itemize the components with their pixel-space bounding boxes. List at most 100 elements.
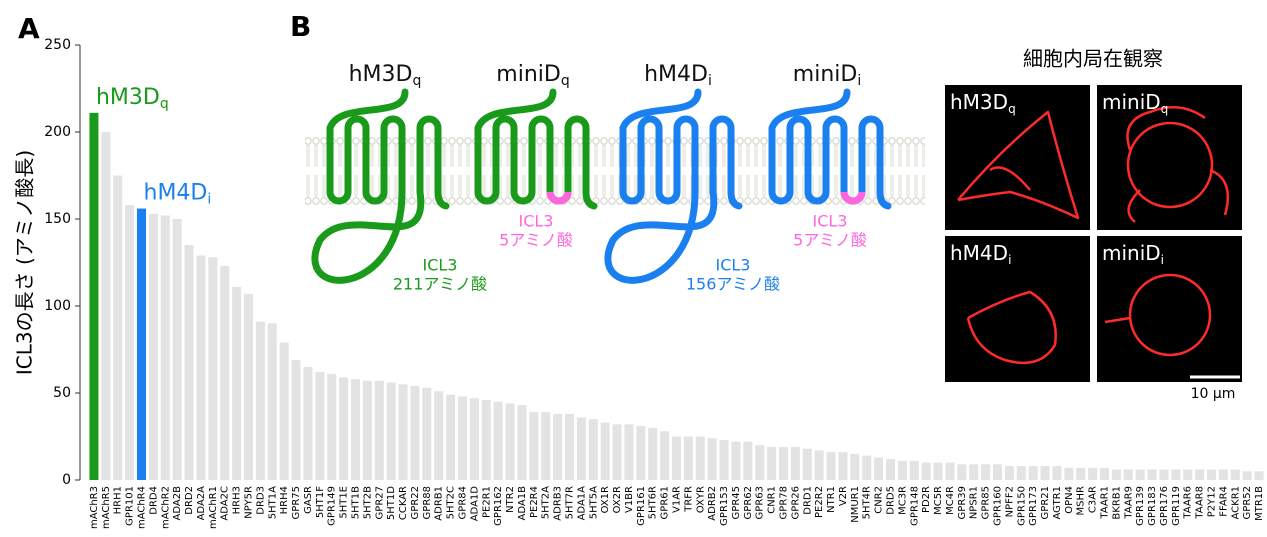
- receptor-name: hM4Di: [644, 62, 712, 89]
- micro-title: 細胞内局在観察: [1023, 47, 1163, 71]
- bar: [838, 452, 847, 480]
- x-tick-label: PE2R1: [481, 486, 492, 518]
- x-tick-label: MSHR: [1076, 486, 1087, 515]
- bar: [1100, 468, 1109, 480]
- x-tick-label: GPR183: [1147, 486, 1158, 526]
- bar-annotation-sub: i: [207, 192, 211, 208]
- bar: [589, 419, 598, 480]
- bar: [494, 402, 503, 480]
- x-tick-label: MC3R: [897, 486, 908, 515]
- bar: [1088, 468, 1097, 480]
- bar: [601, 423, 610, 480]
- x-tick-label: GPR27: [374, 486, 385, 519]
- bar: [113, 176, 122, 481]
- bar: [553, 414, 562, 480]
- x-tick-label: BKRB1: [1111, 486, 1122, 520]
- y-tick-label: 0: [62, 472, 71, 488]
- figure: A B 050100150200250ICL3の長さ (アミノ酸長)mAChR3…: [0, 0, 1267, 533]
- bar: [660, 431, 669, 480]
- bar: [268, 323, 277, 480]
- x-tick-label: 5HT6R: [648, 486, 659, 519]
- x-tick-label: 5HT1F: [315, 486, 326, 518]
- x-tick-label: CNR2: [874, 486, 885, 514]
- bar: [137, 209, 146, 480]
- bar: [315, 372, 324, 480]
- x-tick-label: GPR22: [410, 486, 421, 519]
- x-tick-label: GPR160: [993, 486, 1004, 526]
- bar: [577, 417, 586, 480]
- icl3-label: ICL3: [813, 212, 848, 231]
- x-tick-label: ADA2C: [220, 486, 231, 521]
- micro-label-sub: i: [1161, 253, 1164, 267]
- y-tick-label: 150: [44, 211, 71, 227]
- bar: [743, 442, 752, 480]
- x-tick-label: DRD3: [255, 486, 266, 515]
- x-tick-label: MTR1B: [1254, 486, 1265, 521]
- x-tick-label: TAAR6: [1183, 486, 1194, 520]
- bar: [684, 437, 693, 481]
- bar: [815, 450, 824, 480]
- x-tick-label: NTR1: [826, 486, 837, 513]
- x-tick-label: GPR52: [1242, 486, 1253, 519]
- icl3-length: 156アミノ酸: [686, 275, 780, 294]
- receptor-name: hM3Dq: [349, 62, 422, 89]
- bar: [482, 400, 491, 480]
- x-tick-label: 5HT1D: [386, 486, 397, 520]
- x-tick-label: GPR61: [660, 486, 671, 519]
- icl3-length: 5アミノ酸: [793, 231, 867, 250]
- x-tick-label: 5HT1A: [267, 486, 278, 519]
- x-tick-label: CCKAR: [398, 486, 409, 520]
- x-tick-label: 5HT5A: [588, 486, 599, 519]
- bar: [565, 414, 574, 480]
- scale-bar-label: 10 µm: [1191, 386, 1236, 402]
- bar: [1064, 468, 1073, 480]
- y-tick-label: 200: [44, 124, 71, 140]
- x-tick-label: mAChR3: [89, 486, 100, 529]
- bar: [517, 405, 526, 480]
- bar: [256, 322, 265, 480]
- bar: [696, 437, 705, 481]
- micro-label: hM4Di: [950, 241, 1011, 267]
- bar: [1207, 470, 1216, 480]
- x-tick-label: FFAR4: [1218, 486, 1229, 517]
- bar: [1231, 470, 1240, 480]
- bar: [755, 445, 764, 480]
- receptor-name: miniDi: [793, 62, 861, 89]
- bar: [898, 461, 907, 480]
- x-tick-label: C3AR: [1088, 486, 1099, 513]
- x-tick-label: V1AR: [672, 486, 683, 513]
- bar-annotation: hM3Dq: [96, 85, 169, 112]
- bar: [529, 412, 538, 480]
- bar: [244, 294, 253, 480]
- receptor-name-main: hM4D: [644, 62, 708, 87]
- bar: [1136, 470, 1145, 480]
- bar: [720, 440, 729, 480]
- bar: [470, 398, 479, 480]
- x-tick-label: mAChR2: [160, 486, 171, 529]
- x-tick-label: NMUR1: [850, 486, 861, 523]
- x-tick-label: V1BR: [624, 486, 635, 513]
- x-tick-label: DRD4: [148, 486, 159, 515]
- x-tick-label: GPR45: [731, 486, 742, 519]
- bar: [922, 463, 931, 480]
- x-tick-label: PE2R4: [529, 486, 540, 518]
- x-tick-label: HRH4: [279, 486, 290, 514]
- micro-label: hM3Dq: [950, 90, 1016, 116]
- x-tick-label: ADRB3: [553, 486, 564, 521]
- x-tick-label: GPR139: [1135, 486, 1146, 526]
- icl3-length: 5アミノ酸: [499, 231, 573, 250]
- bar: [101, 132, 110, 480]
- bar: [636, 426, 645, 480]
- bar: [410, 386, 419, 480]
- bar: [458, 396, 467, 480]
- x-tick-label: TAAR8: [1195, 486, 1206, 520]
- x-tick-label: NPY5R: [244, 486, 255, 519]
- bar: [422, 388, 431, 480]
- receptor-name-main: miniD: [793, 62, 858, 87]
- x-tick-label: GPR153: [719, 486, 730, 526]
- bar: [934, 463, 943, 480]
- bar: [1076, 468, 1085, 480]
- x-tick-label: GPR150: [1016, 486, 1027, 526]
- x-tick-label: GPR173: [1028, 486, 1039, 526]
- icl3-length: 211アミノ酸: [393, 275, 487, 294]
